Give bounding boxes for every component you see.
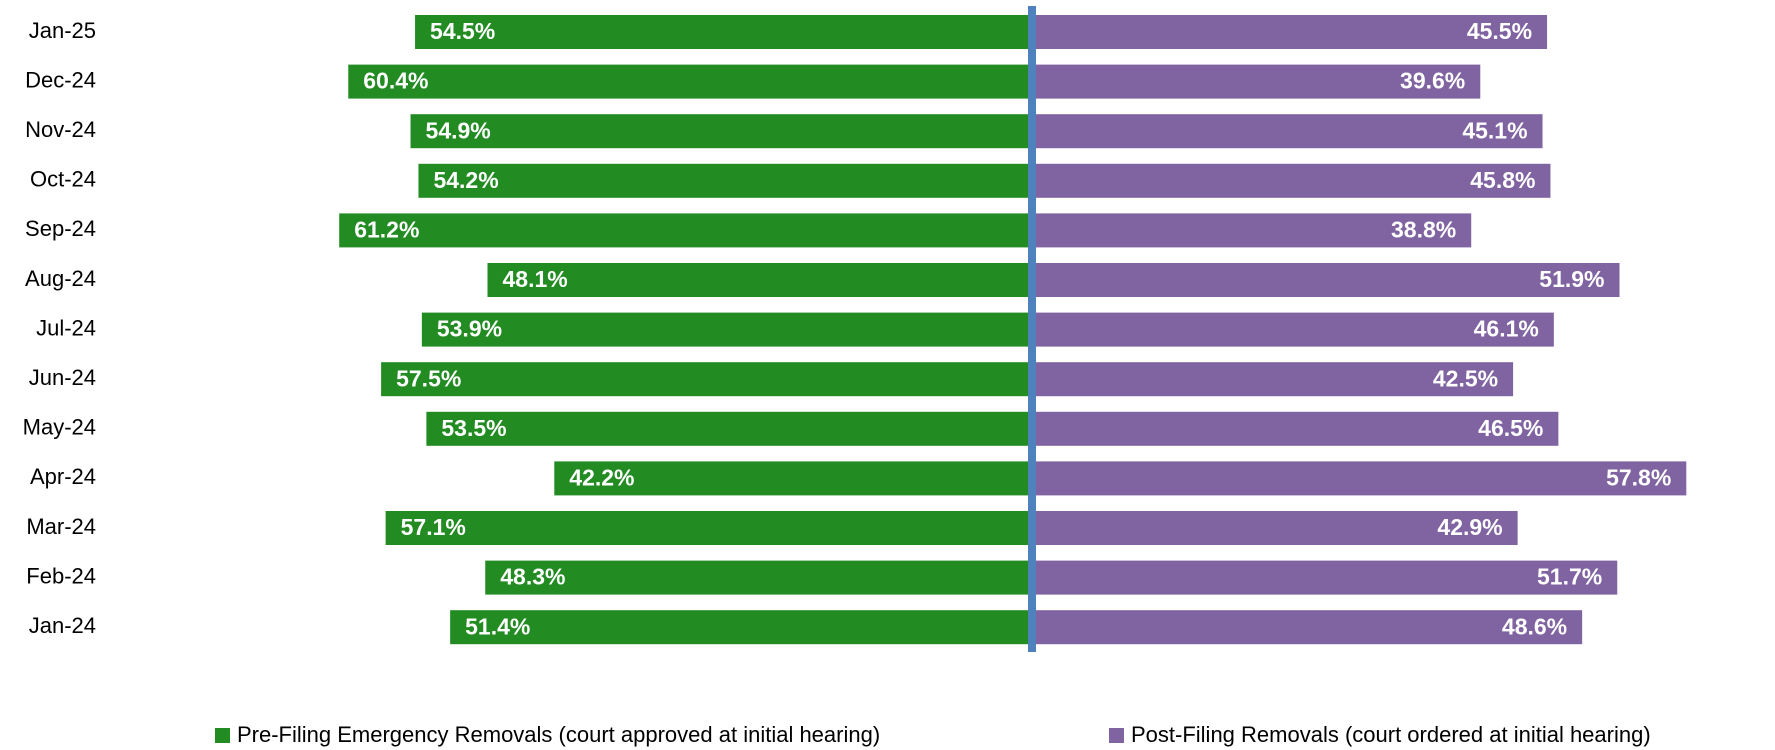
value-label: 61.2% [354,216,419,242]
value-label: 48.6% [1502,613,1567,639]
value-label: 57.1% [401,514,466,540]
bar [1032,560,1618,595]
value-label: 38.8% [1391,216,1456,242]
bar [1032,312,1554,347]
category-label: Apr-24 [30,464,96,489]
value-label: 46.5% [1478,415,1543,441]
value-label: 54.5% [430,18,495,44]
bar [1032,411,1559,446]
value-label: 60.4% [363,68,428,94]
value-label: 42.2% [569,464,634,490]
value-label: 51.7% [1537,564,1602,590]
value-label: 54.2% [433,167,498,193]
bar [426,411,1032,446]
bar [381,362,1033,397]
category-label: Sep-24 [25,216,96,241]
value-label: 51.4% [465,613,530,639]
category-label: Jan-25 [29,18,96,43]
bar [1032,114,1543,149]
value-label: 42.9% [1437,514,1502,540]
value-label: 42.5% [1433,365,1498,391]
value-label: 53.5% [441,415,506,441]
value-label: 45.5% [1467,18,1532,44]
bar [339,213,1032,248]
bar [415,15,1032,49]
bar [1032,362,1514,397]
bar [450,610,1033,645]
bar [1032,213,1472,248]
bar [485,560,1032,595]
value-label: 48.3% [500,564,565,590]
value-label: 45.1% [1462,117,1527,143]
category-label: Dec-24 [25,67,96,92]
category-label: Oct-24 [30,167,96,192]
category-label: Jan-24 [29,613,96,638]
bar [1032,263,1620,297]
bar [421,312,1032,347]
value-label: 48.1% [503,266,568,292]
value-label: 46.1% [1474,316,1539,342]
bar [348,64,1033,99]
bar [418,163,1032,198]
legend-swatch [215,728,230,743]
legend-swatch [1109,728,1124,743]
value-label: 54.9% [426,117,491,143]
value-label: 57.5% [396,365,461,391]
category-label: Feb-24 [26,563,96,588]
category-label: Jul-24 [36,315,96,340]
category-label: Aug-24 [25,266,96,291]
category-label: Mar-24 [26,514,96,539]
bar [1032,64,1481,99]
bar [1032,511,1518,545]
category-label: Jun-24 [29,365,96,390]
value-label: 51.9% [1539,266,1604,292]
bar [385,511,1032,545]
category-label: Nov-24 [25,117,96,142]
center-line [1028,6,1036,652]
bar [487,263,1032,297]
value-label: 57.8% [1606,464,1671,490]
bar [554,461,1032,496]
bar [1032,163,1551,198]
bar [410,114,1033,149]
legend-label: Post-Filing Removals (court ordered at i… [1131,722,1651,747]
value-label: 53.9% [437,316,502,342]
bar [1032,15,1548,49]
legend-label: Pre-Filing Emergency Removals (court app… [237,722,880,747]
category-label: May-24 [23,415,96,440]
bar [1032,610,1583,645]
value-label: 45.8% [1470,167,1535,193]
value-label: 39.6% [1400,68,1465,94]
bar [1032,461,1687,496]
